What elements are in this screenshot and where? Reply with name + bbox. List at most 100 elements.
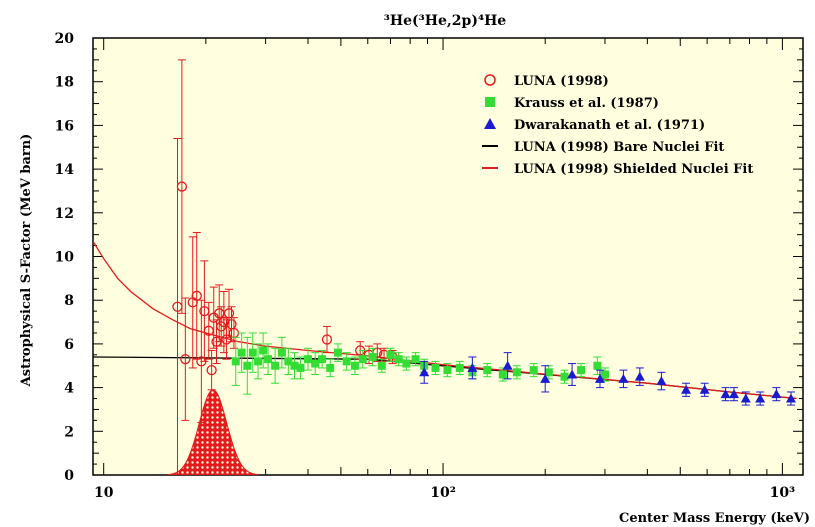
y-tick-label: 6 [64, 337, 74, 353]
legend-marker [484, 118, 496, 129]
data-point [259, 346, 268, 355]
axis-ticks [93, 37, 803, 476]
data-point [218, 316, 230, 328]
data-point [577, 366, 586, 375]
legend-entry: LUNA (1998) Shielded Nuclei Fit [482, 162, 753, 177]
y-tick-label: 10 [55, 250, 75, 266]
data-point [386, 350, 395, 359]
data-point [728, 389, 739, 399]
data-point [277, 348, 286, 357]
data-point [483, 366, 492, 375]
data-point [284, 357, 293, 366]
data-point [377, 361, 386, 370]
legend-label: LUNA (1998) Bare Nuclei Fit [514, 140, 724, 155]
data-point [358, 355, 367, 364]
data-point [720, 389, 731, 399]
data-point [368, 353, 377, 362]
data-point [333, 348, 342, 357]
y-tick-label: 18 [55, 75, 74, 91]
chart-title: ³He(³He,2p)⁴He [384, 13, 507, 29]
y-axis-label: Astrophysical S-Factor (MeV barn) [19, 134, 34, 388]
y-tick-label: 12 [55, 206, 74, 222]
data-point [755, 393, 766, 403]
data-point [350, 361, 359, 370]
data-point [771, 389, 782, 399]
x-tick-label: 10² [430, 485, 456, 501]
data-point [740, 393, 751, 403]
data-point [248, 348, 257, 357]
x-tick-label: 10³ [770, 485, 796, 501]
data-point [271, 361, 280, 370]
data-point [529, 366, 538, 375]
data-point [311, 359, 320, 368]
data-point [467, 362, 478, 372]
data-point [455, 363, 464, 372]
data-point [321, 334, 333, 345]
data-point [594, 373, 605, 383]
series-square [231, 332, 609, 395]
y-tick-label: 0 [64, 468, 74, 484]
legend-entry: Krauss et al. (1987) [485, 96, 659, 111]
data-point [785, 393, 796, 403]
data-point [681, 384, 692, 394]
data-point [342, 357, 351, 366]
data-point [634, 371, 645, 381]
data-point [699, 384, 710, 394]
gamow-peak-area [167, 389, 259, 475]
data-point [431, 363, 440, 372]
legend-marker [484, 74, 496, 86]
data-point [290, 361, 299, 370]
x-tick-labels: 10 10² 10³ [94, 485, 795, 501]
data-point [221, 334, 232, 345]
data-point [206, 364, 217, 376]
series-layer [93, 59, 797, 475]
legend-marker [485, 97, 495, 107]
data-point [394, 355, 403, 364]
data-point [402, 359, 411, 368]
y-tick-label: 20 [55, 31, 75, 47]
legend-entry: Dwarakanath et al. (1971) [484, 118, 705, 133]
x-axis-label: Center Mass Energy (keV) [619, 511, 810, 526]
data-point [443, 366, 452, 375]
data-point [498, 370, 507, 379]
legend-label: LUNA (1998) Shielded Nuclei Fit [514, 162, 753, 177]
data-point [231, 357, 240, 366]
legend-entry: LUNA (1998) [484, 74, 609, 89]
x-tick-label: 10 [94, 485, 114, 501]
data-point [318, 355, 327, 364]
data-point [191, 290, 202, 301]
legend: LUNA (1998) Krauss et al. (1987) Dwarakana… [482, 74, 753, 177]
y-tick-label: 4 [64, 381, 74, 397]
data-point [176, 181, 188, 192]
legend-label: Dwarakanath et al. (1971) [514, 118, 705, 133]
data-point [237, 348, 246, 357]
data-point [567, 369, 578, 379]
data-point [512, 368, 521, 377]
data-point [540, 373, 551, 383]
data-point [223, 308, 235, 319]
data-point [502, 360, 513, 370]
data-point [180, 354, 191, 365]
series-triangle [419, 352, 796, 406]
data-point [419, 367, 430, 377]
y-tick-label: 8 [64, 293, 74, 309]
data-point [656, 376, 667, 386]
y-tick-label: 16 [55, 118, 74, 134]
legend-label: Krauss et al. (1987) [514, 96, 659, 111]
plot-area [92, 37, 804, 476]
y-tick-labels: 0 2 4 6 8 10 12 14 16 18 20 [55, 31, 75, 484]
data-point [296, 363, 305, 372]
data-point [544, 368, 553, 377]
data-point [411, 355, 420, 364]
y-tick-label: 2 [64, 424, 74, 440]
data-point [560, 372, 569, 381]
data-point [326, 363, 335, 372]
y-tick-label: 14 [55, 162, 75, 178]
legend-entry: LUNA (1998) Bare Nuclei Fit [482, 140, 724, 155]
data-point [593, 361, 602, 370]
data-point [600, 370, 609, 379]
data-point [618, 373, 629, 383]
data-point [243, 361, 252, 370]
data-point [254, 357, 263, 366]
